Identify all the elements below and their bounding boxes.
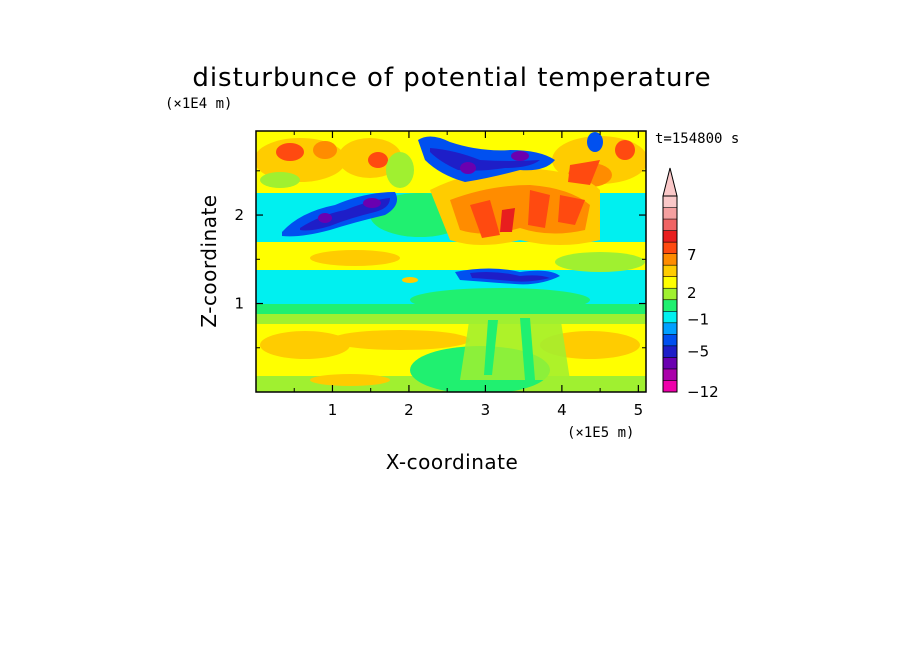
colorbar-extend-arrow: [662, 167, 678, 197]
patch-orange-mid-left: [402, 277, 418, 283]
x-tick-label-3: 4: [557, 401, 567, 419]
x-tick-label-2: 3: [481, 401, 491, 419]
time-label: t=154800 s: [655, 131, 739, 147]
cold-blob-left-purple-2: [363, 198, 381, 208]
colorbar-label-2: −1: [687, 310, 709, 328]
cold-top-right: [587, 132, 603, 152]
colorbar-swatch-12: [663, 242, 677, 254]
wave-fan-red-3: [558, 195, 585, 225]
colorbar-label-3: 2: [687, 284, 697, 302]
cold-blob-left-purple-1: [318, 213, 332, 223]
colorbar-swatch-9: [663, 276, 677, 289]
colorbar-frame: [662, 195, 678, 393]
patch-top-green: [386, 152, 414, 188]
x-axis-label: X-coordinate: [386, 450, 519, 474]
colorbar-label-0: −12: [687, 383, 719, 401]
plot-frame: [255, 130, 647, 393]
lower-wave-streaks: [460, 315, 570, 380]
colorbar-swatch-3: [663, 345, 677, 358]
colorbar-label-1: −5: [687, 343, 709, 361]
y-axis-label: Z-coordinate: [197, 194, 221, 327]
x-tick-label-0: 1: [328, 401, 338, 419]
contour-field: [256, 131, 646, 392]
colorbar-swatch-5: [663, 322, 677, 335]
y-axis-ticks: 12: [234, 170, 646, 349]
wave-fan-red-4: [568, 160, 600, 185]
colorbar-swatch-16: [663, 196, 677, 208]
colorbar-swatch-4: [663, 334, 677, 347]
lower-wave-streaks-3: [520, 318, 535, 380]
colorbar-swatch-15: [663, 207, 677, 220]
colorbar-swatch-0: [663, 380, 677, 393]
patch-low-orange-4: [310, 374, 390, 386]
patch-top-red-5: [615, 140, 635, 160]
patch-low-orange-2: [330, 330, 470, 350]
colorbar-swatch-6: [663, 311, 677, 324]
cold-arc-top-purple: [460, 162, 476, 174]
wave-fan-red-1: [470, 200, 500, 238]
x-tick-label-1: 2: [404, 401, 414, 419]
cold-arc-top-core: [430, 148, 540, 171]
colorbar-swatch-8: [663, 288, 677, 301]
colorbar-swatch-2: [663, 357, 677, 370]
colorbar: −12−5−127: [662, 167, 719, 401]
y-unit-label: (×1E4 m): [165, 96, 232, 112]
x-unit-label: (×1E5 m): [567, 425, 634, 441]
x-tick-label-4: 5: [634, 401, 644, 419]
cold-arc-top-purple-2: [511, 151, 529, 161]
patch-mid-lightgreen: [555, 252, 645, 272]
cold-arc-top: [418, 136, 555, 182]
patch-top-green-2: [260, 172, 300, 188]
colorbar-swatch-11: [663, 253, 677, 266]
colorbar-swatch-7: [663, 299, 677, 312]
wave-fan-red-2: [528, 190, 550, 228]
lower-wave-streaks-2: [484, 320, 498, 375]
y-tick-label-1: 2: [234, 206, 244, 224]
patch-top-red-3: [368, 152, 388, 168]
colorbar-swatch-1: [663, 368, 677, 381]
colorbar-label-4: 7: [687, 246, 697, 264]
patch-mid-orange: [310, 250, 400, 266]
colorbar-swatch-13: [663, 230, 677, 243]
colorbar-swatch-14: [663, 219, 677, 231]
y-tick-label-0: 1: [234, 295, 244, 313]
cold-strip-mid-core: [470, 272, 550, 282]
wave-fan-red-5: [500, 208, 515, 232]
patch-low-orange-1: [260, 331, 350, 359]
x-axis-ticks: 1 2 3 4 5: [293, 131, 644, 419]
patch-top-red-1: [276, 143, 304, 161]
patch-mid-green: [410, 288, 590, 312]
patch-top-red-2: [313, 141, 337, 159]
chart-title: disturbunce of potential temperature: [192, 63, 711, 93]
colorbar-swatch-10: [663, 265, 677, 278]
